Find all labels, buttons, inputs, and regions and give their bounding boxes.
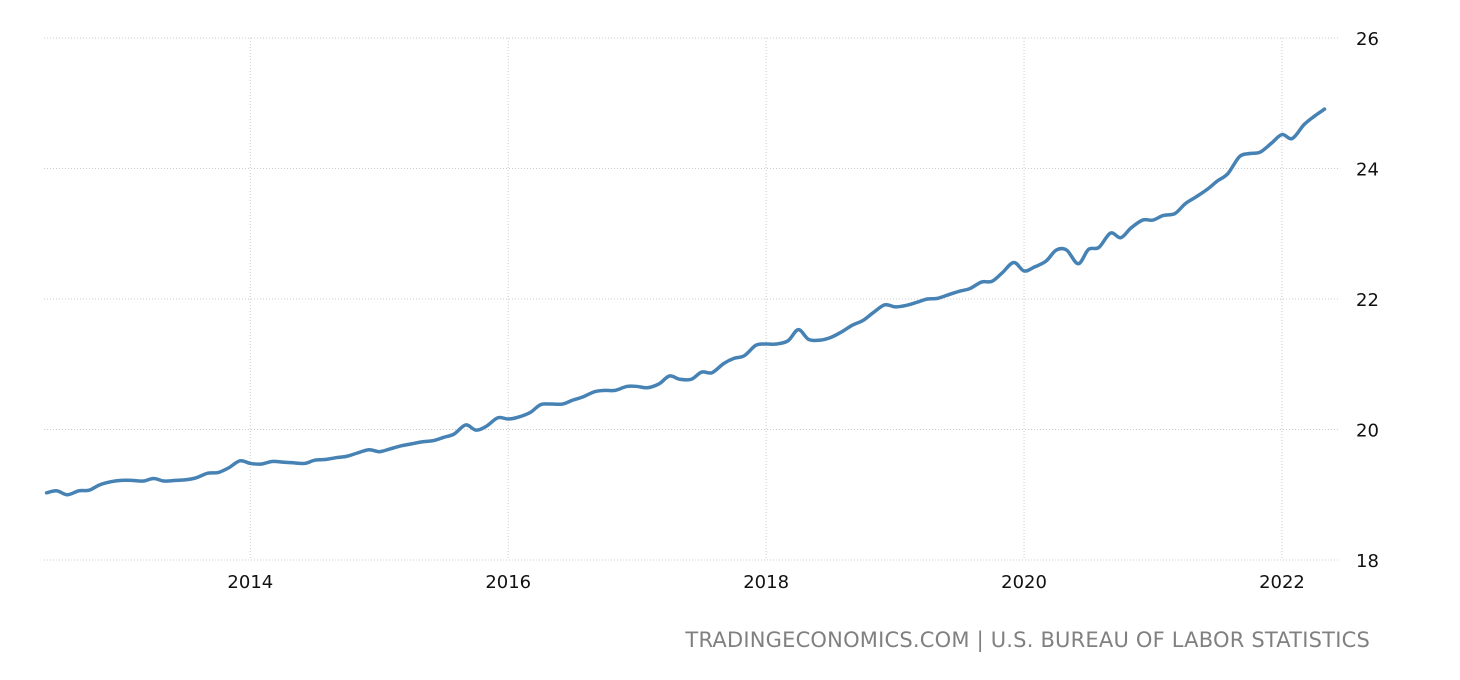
- grid: [44, 37, 1340, 561]
- x-tick-label: 2020: [1001, 572, 1047, 593]
- source-caption: TRADINGECONOMICS.COM | U.S. BUREAU OF LA…: [685, 628, 1370, 652]
- x-tick-label: 2018: [743, 572, 789, 593]
- x-axis-labels: 2014 2016 2018 2020 2022: [227, 572, 1304, 593]
- x-tick-label: 2016: [485, 572, 531, 593]
- y-tick-label: 22: [1356, 290, 1379, 311]
- y-axis-labels: 18 20 22 24 26: [1356, 29, 1379, 572]
- y-tick-label: 24: [1356, 160, 1379, 181]
- y-tick-label: 26: [1356, 29, 1379, 50]
- x-tick-label: 2022: [1259, 572, 1305, 593]
- series-line: [44, 107, 1327, 497]
- y-tick-label: 20: [1356, 421, 1379, 442]
- x-tick-label: 2014: [227, 572, 273, 593]
- y-tick-label: 18: [1356, 551, 1379, 572]
- series-layer: [44, 107, 1327, 497]
